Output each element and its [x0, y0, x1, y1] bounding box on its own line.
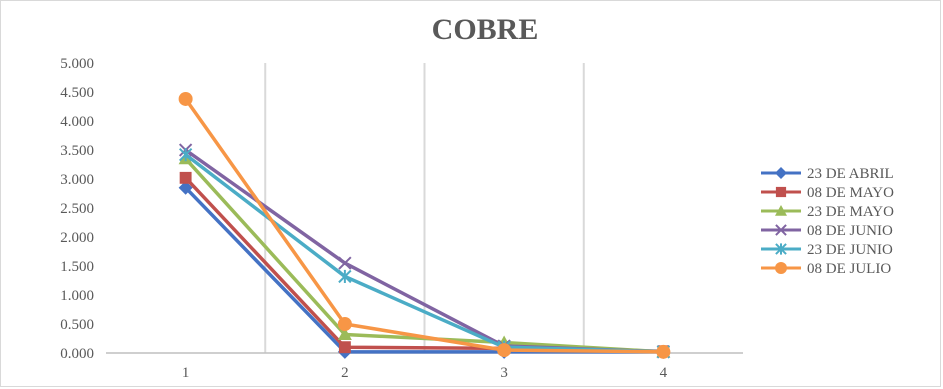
y-tick-label: 5.000 [60, 56, 94, 72]
x-tick-label: 2 [341, 365, 349, 381]
data-point [775, 262, 787, 274]
legend-label: 23 DE MAYO [807, 204, 894, 220]
data-point [775, 186, 787, 198]
data-point [775, 167, 787, 179]
y-tick-label: 0.000 [60, 346, 94, 362]
y-tick-label: 1.500 [60, 259, 94, 275]
y-tick-label: 0.500 [60, 317, 94, 333]
data-point [656, 344, 671, 359]
data-point [179, 171, 192, 184]
data-point [178, 147, 193, 162]
data-point [338, 256, 352, 270]
legend-label: 23 DE JUNIO [807, 242, 893, 258]
legend-label: 23 DE ABRIL [807, 166, 894, 182]
legend-label: 08 DE JUNIO [807, 223, 893, 239]
y-tick-label: 2.500 [60, 201, 94, 217]
x-tick-label: 3 [500, 365, 508, 381]
data-point [775, 243, 787, 255]
data-point [338, 269, 352, 284]
x-tick-label: 1 [182, 365, 190, 381]
y-tick-label: 4.000 [60, 114, 94, 130]
series-line [184, 97, 664, 354]
data-point [178, 180, 193, 195]
legend-item: 08 DE JUNIO [761, 223, 893, 239]
y-tick-label: 3.500 [60, 143, 94, 159]
data-point [497, 343, 512, 358]
series-layer [178, 91, 671, 359]
data-point [337, 327, 352, 341]
legend: 23 DE ABRIL 08 DE MAYO 23 DE MAYO 08 DE JUN… [761, 166, 894, 277]
legend-item: 23 DE JUNIO [761, 242, 893, 258]
grid-layer [264, 63, 585, 353]
y-tick-label: 2.000 [60, 230, 94, 246]
data-point [178, 91, 193, 106]
data-point [337, 317, 352, 331]
axis-layer: 0.000 0.500 1.000 1.500 2.000 2.500 3.000 3.500… [60, 56, 743, 381]
y-tick-label: 1.000 [60, 288, 94, 304]
legend-item: 23 DE ABRIL [761, 166, 894, 182]
legend-label: 08 DE JULIO [807, 261, 891, 277]
legend-label: 08 DE MAYO [807, 185, 894, 201]
data-point [338, 341, 351, 354]
data-point [775, 205, 787, 216]
legend-item: 08 DE JULIO [761, 261, 891, 277]
x-tick-label: 4 [660, 365, 668, 381]
legend-item: 08 DE MAYO [761, 185, 894, 201]
series-group [178, 91, 671, 359]
legend-item: 23 DE MAYO [761, 204, 894, 220]
chart-title: COBRE [432, 13, 539, 46]
y-tick-label: 3.000 [60, 172, 94, 188]
data-point [775, 224, 787, 236]
y-tick-label: 4.500 [60, 85, 94, 101]
